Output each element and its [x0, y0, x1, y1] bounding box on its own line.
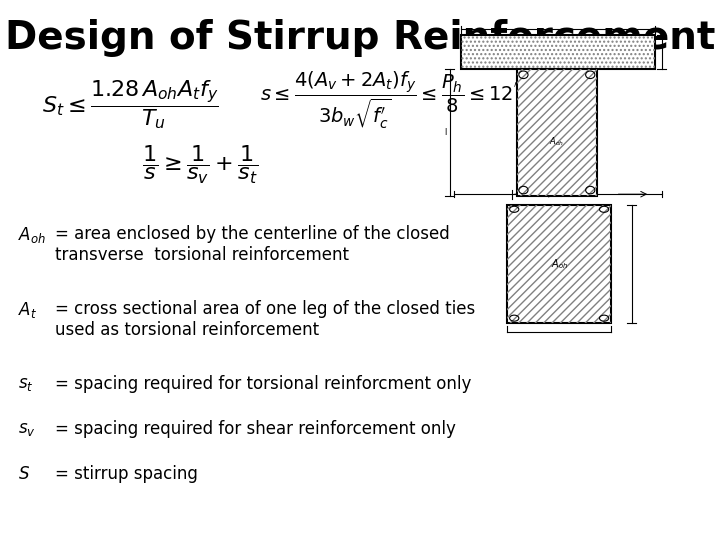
- Text: $A_{oh}$: $A_{oh}$: [549, 136, 564, 148]
- Text: = spacing required for shear reinforcement only: = spacing required for shear reinforceme…: [55, 420, 456, 438]
- Text: = cross sectional area of one leg of the closed ties
used as torsional reinforce: = cross sectional area of one leg of the…: [55, 300, 475, 339]
- Text: $s_t$: $s_t$: [18, 375, 34, 393]
- Text: $\dfrac{1}{s} \geq \dfrac{1}{s_v} + \dfrac{1}{s_t}$: $\dfrac{1}{s} \geq \dfrac{1}{s_v} + \dfr…: [142, 144, 258, 186]
- Bar: [508, 205, 611, 323]
- Bar: [462, 35, 654, 69]
- Bar: [462, 35, 654, 69]
- Text: = spacing required for torsional reinforcment only: = spacing required for torsional reinfor…: [55, 375, 472, 393]
- Text: $A_{oh}$: $A_{oh}$: [18, 225, 46, 245]
- Text: = stirrup spacing: = stirrup spacing: [55, 465, 198, 483]
- Text: l: l: [444, 128, 446, 137]
- Text: $s_v$: $s_v$: [18, 420, 36, 438]
- Bar: [516, 69, 597, 195]
- Text: = area enclosed by the centerline of the closed
transverse  torsional reinforcem: = area enclosed by the centerline of the…: [55, 225, 450, 264]
- Text: $A_{oh}$: $A_{oh}$: [551, 257, 568, 271]
- Text: $S$: $S$: [18, 465, 30, 483]
- Text: Design of Stirrup Reinforcement: Design of Stirrup Reinforcement: [5, 19, 715, 57]
- Text: $S_t \leq \dfrac{1.28\,A_{oh}A_t f_y}{T_u}$: $S_t \leq \dfrac{1.28\,A_{oh}A_t f_y}{T_…: [42, 78, 218, 131]
- Text: $s \leq \dfrac{4(A_v+2A_t)f_y}{3b_w\sqrt{f^{\prime}_c}} \leq \dfrac{P_h}{8} \leq: $s \leq \dfrac{4(A_v+2A_t)f_y}{3b_w\sqrt…: [260, 69, 521, 131]
- Bar: [508, 205, 611, 323]
- Text: $A_t$: $A_t$: [18, 300, 37, 320]
- Bar: [516, 69, 597, 195]
